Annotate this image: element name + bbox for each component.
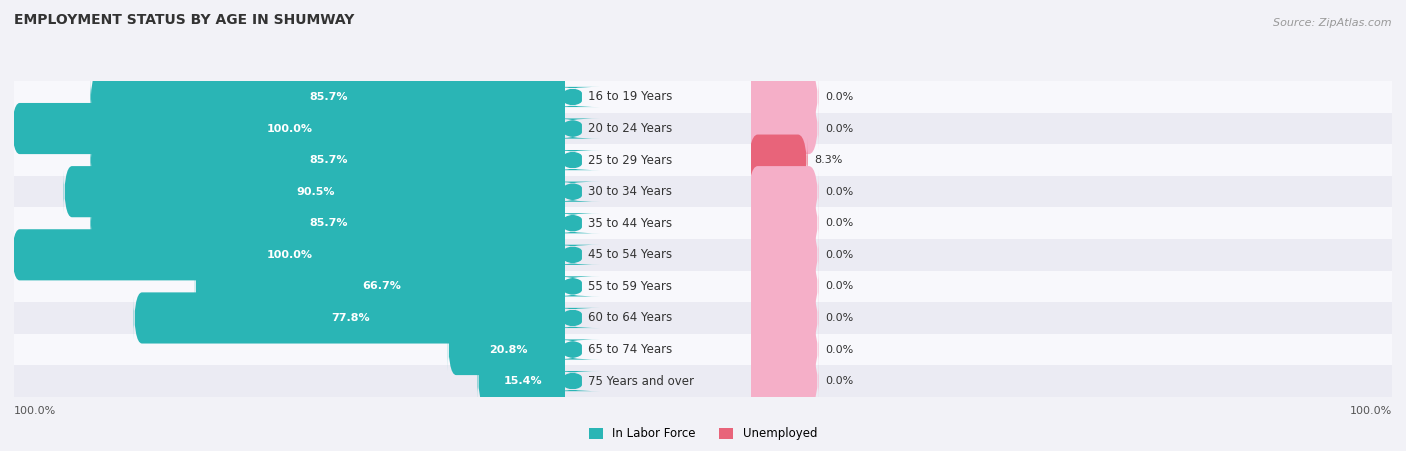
Bar (14, 302, 565, 334)
Text: Source: ZipAtlas.com: Source: ZipAtlas.com (1274, 18, 1392, 28)
Bar (14, 176, 565, 207)
Bar (14, 207, 565, 239)
Text: 0.0%: 0.0% (825, 218, 853, 228)
Text: 0.0%: 0.0% (825, 92, 853, 102)
Text: 65 to 74 Years: 65 to 74 Years (588, 343, 672, 356)
Bar (565, 81, 751, 113)
Text: 35 to 44 Years: 35 to 44 Years (588, 217, 672, 230)
FancyBboxPatch shape (748, 324, 818, 375)
Text: 85.7%: 85.7% (309, 155, 349, 165)
FancyBboxPatch shape (544, 87, 600, 107)
Bar (751, 271, 1392, 302)
Text: 16 to 19 Years: 16 to 19 Years (588, 91, 672, 103)
FancyBboxPatch shape (11, 229, 568, 281)
Bar (751, 81, 1392, 113)
Text: 20.8%: 20.8% (489, 345, 527, 354)
Bar (565, 207, 751, 239)
Bar (14, 113, 565, 144)
Text: 45 to 54 Years: 45 to 54 Years (588, 249, 672, 261)
FancyBboxPatch shape (544, 213, 600, 233)
FancyBboxPatch shape (748, 292, 818, 344)
Bar (751, 207, 1392, 239)
Bar (14, 81, 565, 113)
FancyBboxPatch shape (748, 103, 818, 154)
FancyBboxPatch shape (90, 134, 568, 186)
Bar (565, 271, 751, 302)
Bar (565, 302, 751, 334)
Bar (751, 365, 1392, 397)
Text: 0.0%: 0.0% (825, 187, 853, 197)
Text: 8.3%: 8.3% (814, 155, 842, 165)
Bar (565, 365, 751, 397)
Bar (751, 144, 1392, 176)
FancyBboxPatch shape (90, 198, 568, 249)
FancyBboxPatch shape (11, 103, 568, 154)
FancyBboxPatch shape (544, 119, 600, 138)
Legend: In Labor Force, Unemployed: In Labor Force, Unemployed (583, 423, 823, 445)
Text: 0.0%: 0.0% (825, 250, 853, 260)
Bar (14, 334, 565, 365)
Text: 0.0%: 0.0% (825, 281, 853, 291)
Bar (14, 144, 565, 176)
FancyBboxPatch shape (748, 166, 818, 217)
Bar (14, 239, 565, 271)
Bar (751, 334, 1392, 365)
FancyBboxPatch shape (544, 276, 600, 296)
Bar (14, 365, 565, 397)
FancyBboxPatch shape (748, 229, 818, 281)
Text: 30 to 34 Years: 30 to 34 Years (588, 185, 672, 198)
Bar (751, 176, 1392, 207)
Bar (565, 334, 751, 365)
FancyBboxPatch shape (748, 355, 818, 407)
FancyBboxPatch shape (134, 292, 568, 344)
Bar (565, 239, 751, 271)
Bar (565, 176, 751, 207)
Text: 75 Years and over: 75 Years and over (588, 375, 693, 387)
Text: 60 to 64 Years: 60 to 64 Years (588, 312, 672, 324)
Text: 0.0%: 0.0% (825, 376, 853, 386)
Bar (14, 271, 565, 302)
Text: 55 to 59 Years: 55 to 59 Years (588, 280, 672, 293)
FancyBboxPatch shape (748, 198, 818, 249)
Text: 100.0%: 100.0% (267, 250, 312, 260)
Bar (565, 144, 751, 176)
Bar (565, 113, 751, 144)
Bar (751, 239, 1392, 271)
Text: 20 to 24 Years: 20 to 24 Years (588, 122, 672, 135)
Bar (751, 302, 1392, 334)
Text: 85.7%: 85.7% (309, 218, 349, 228)
FancyBboxPatch shape (748, 71, 818, 123)
Text: 0.0%: 0.0% (825, 124, 853, 133)
Text: 25 to 29 Years: 25 to 29 Years (588, 154, 672, 166)
Bar (751, 113, 1392, 144)
FancyBboxPatch shape (449, 324, 568, 375)
FancyBboxPatch shape (544, 182, 600, 202)
FancyBboxPatch shape (90, 71, 568, 123)
Text: 90.5%: 90.5% (297, 187, 335, 197)
Text: 100.0%: 100.0% (14, 406, 56, 416)
Text: EMPLOYMENT STATUS BY AGE IN SHUMWAY: EMPLOYMENT STATUS BY AGE IN SHUMWAY (14, 13, 354, 27)
FancyBboxPatch shape (544, 245, 600, 265)
FancyBboxPatch shape (544, 308, 600, 328)
FancyBboxPatch shape (195, 261, 568, 312)
FancyBboxPatch shape (748, 261, 818, 312)
FancyBboxPatch shape (748, 134, 807, 186)
FancyBboxPatch shape (544, 150, 600, 170)
Text: 0.0%: 0.0% (825, 313, 853, 323)
Text: 85.7%: 85.7% (309, 92, 349, 102)
Text: 15.4%: 15.4% (503, 376, 543, 386)
FancyBboxPatch shape (63, 166, 568, 217)
Text: 100.0%: 100.0% (1350, 406, 1392, 416)
Text: 77.8%: 77.8% (332, 313, 370, 323)
Text: 66.7%: 66.7% (361, 281, 401, 291)
Text: 100.0%: 100.0% (267, 124, 312, 133)
Text: 0.0%: 0.0% (825, 345, 853, 354)
FancyBboxPatch shape (544, 371, 600, 391)
FancyBboxPatch shape (544, 340, 600, 359)
FancyBboxPatch shape (478, 355, 568, 407)
